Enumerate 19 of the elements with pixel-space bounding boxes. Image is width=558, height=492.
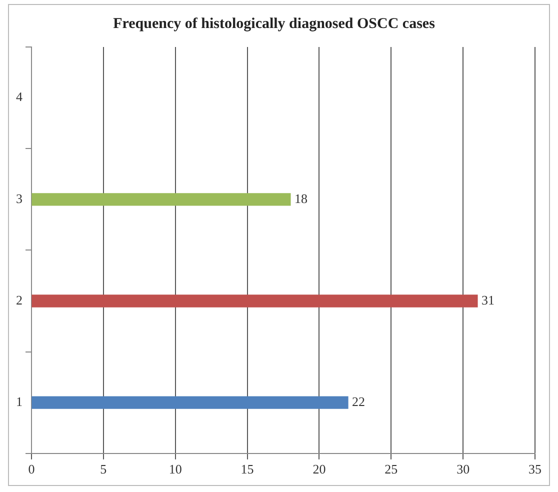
bar (32, 396, 348, 409)
x-tick-label: 25 (384, 462, 398, 477)
data-label: 22 (352, 394, 365, 410)
chart-title: Frequency of histologically diagnosed OSCC cases (113, 16, 436, 32)
x-tick-label: 30 (456, 462, 470, 477)
x-tick-label: 15 (240, 462, 254, 477)
y-tick-label: 2 (16, 292, 22, 308)
x-tick-label: 20 (312, 462, 326, 477)
bar (32, 193, 291, 206)
x-tick-label: 0 (28, 462, 35, 477)
x-tick-label: 35 (528, 462, 542, 477)
data-label: 18 (294, 190, 308, 206)
bar (32, 294, 478, 308)
y-tick-label: 3 (16, 190, 22, 206)
y-tick-label: 4 (16, 89, 23, 104)
data-label: 31 (481, 292, 494, 308)
y-tick-label: 1 (16, 394, 22, 410)
x-tick-label: 5 (100, 462, 107, 477)
x-tick-label: 10 (168, 462, 182, 477)
